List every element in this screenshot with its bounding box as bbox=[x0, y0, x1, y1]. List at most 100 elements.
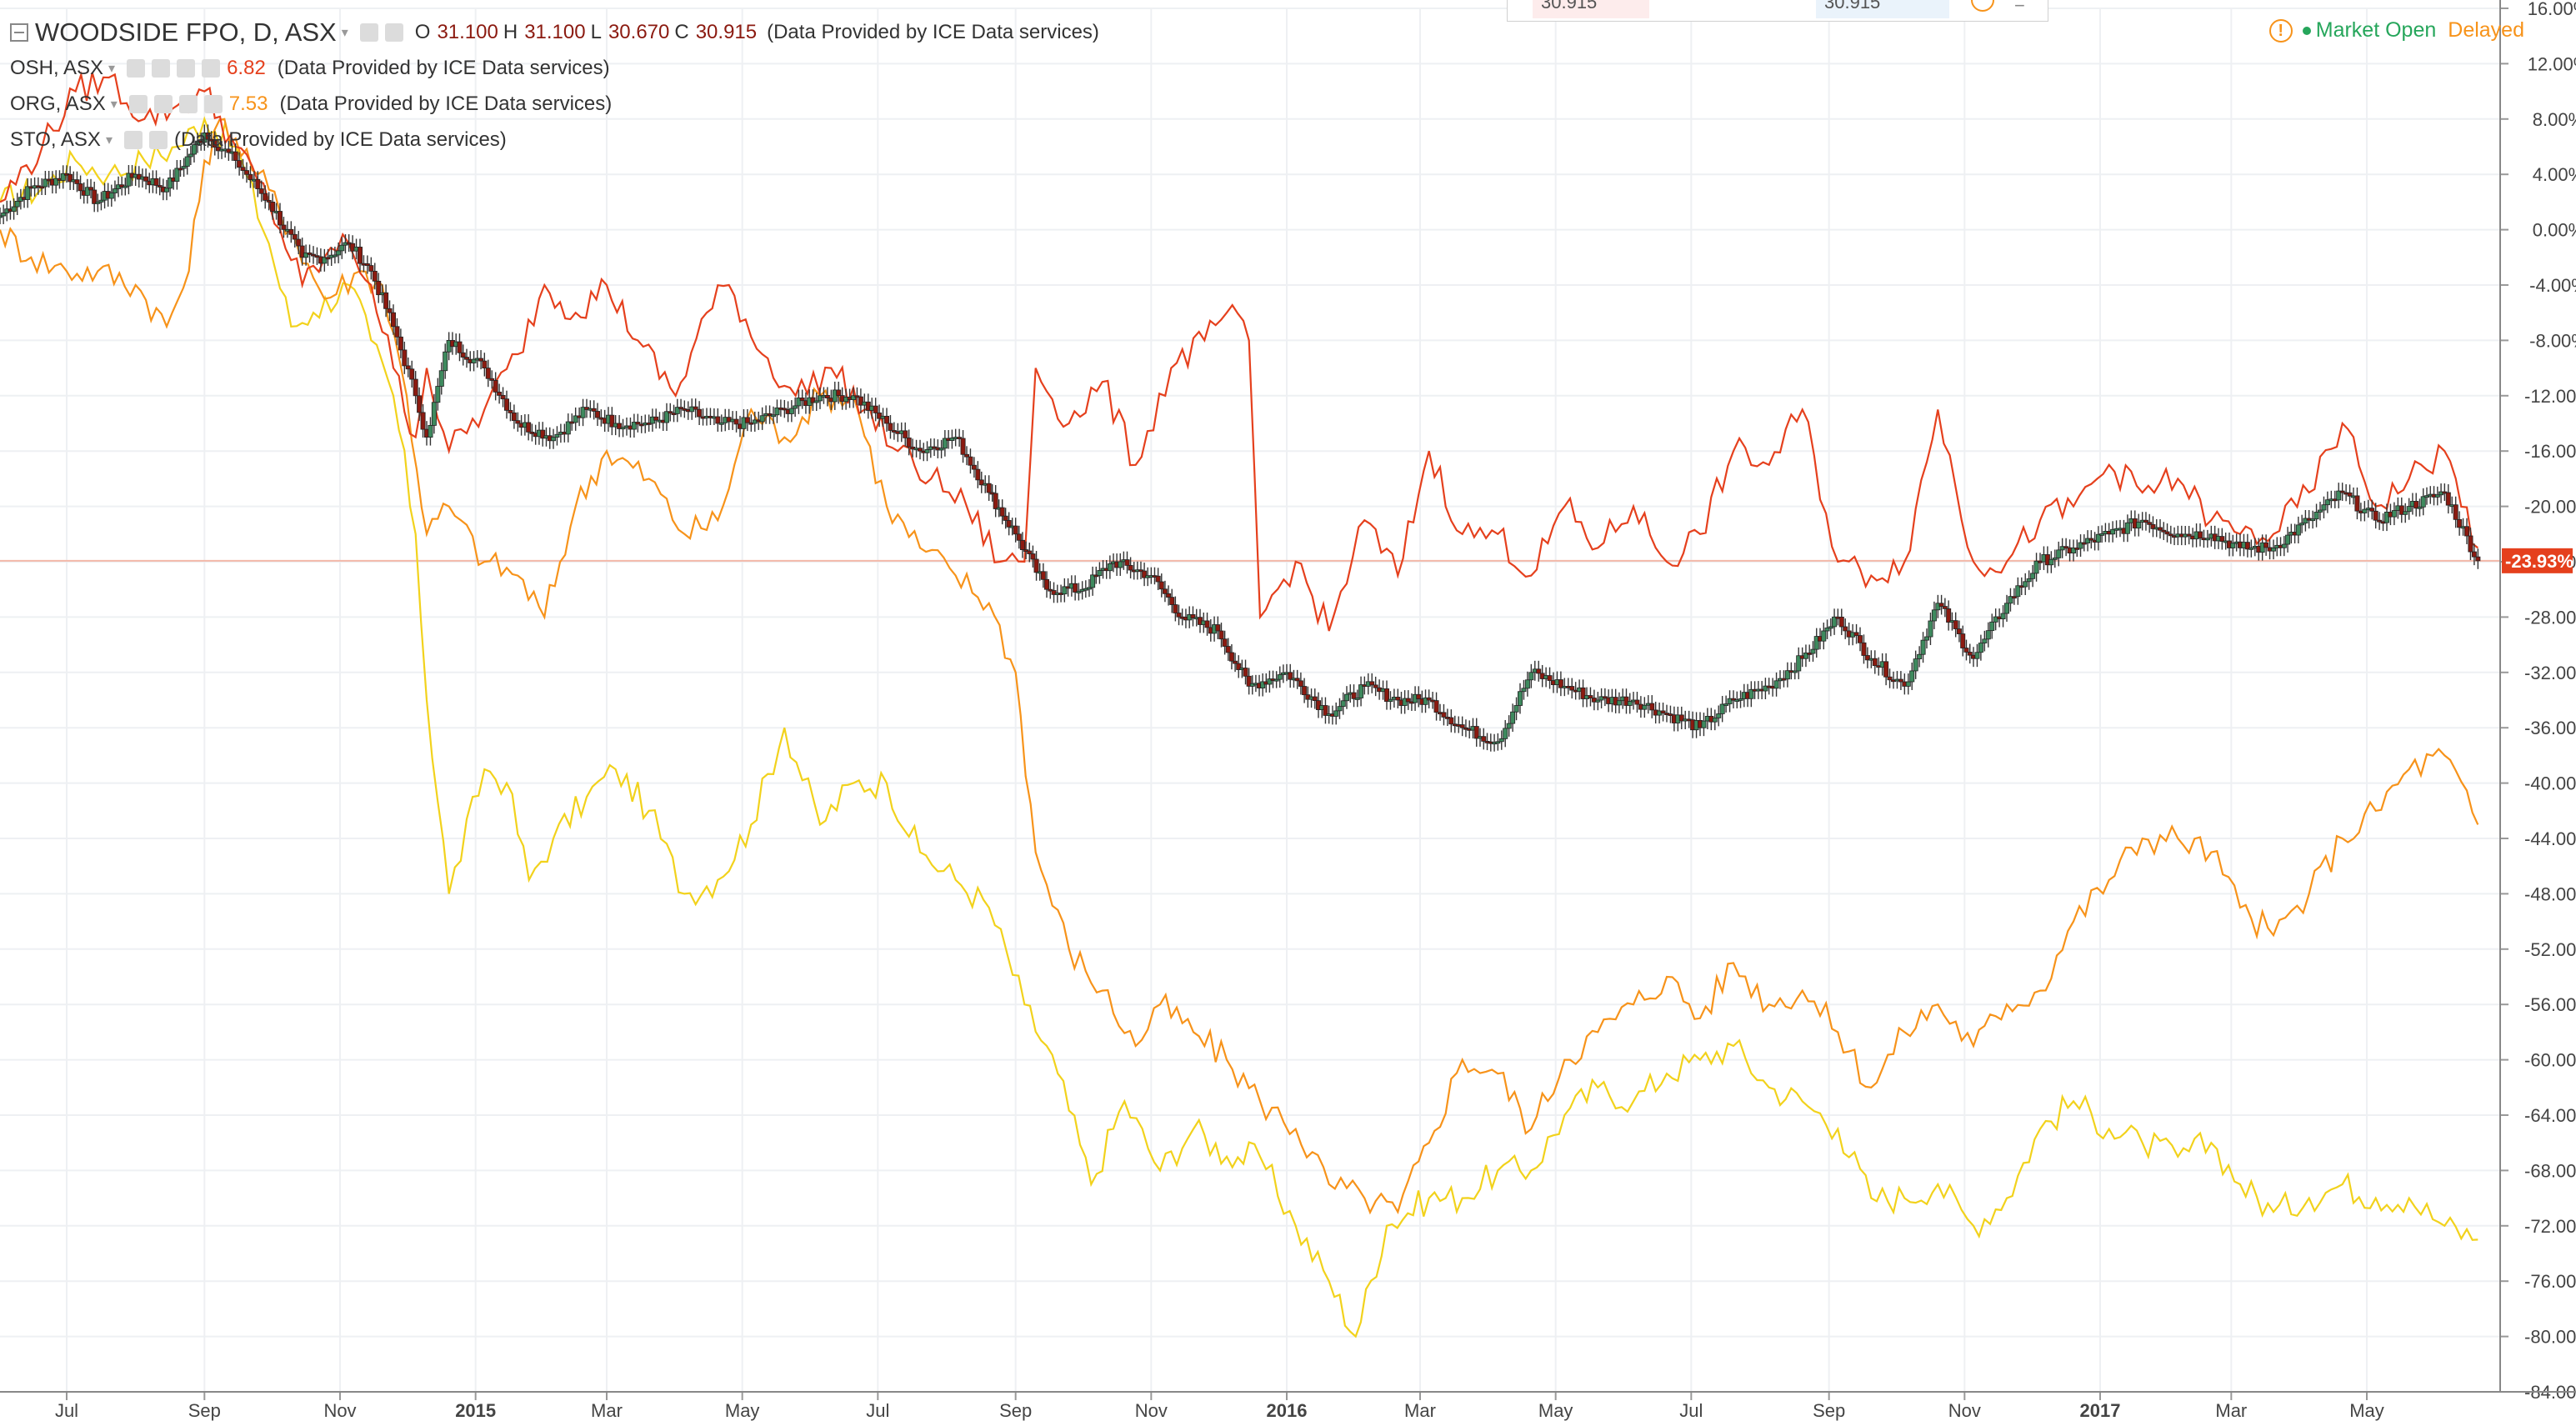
candle-body bbox=[1536, 668, 1542, 674]
candle-body bbox=[2011, 596, 2017, 599]
add-icon[interactable] bbox=[178, 94, 198, 113]
compare-symbol[interactable]: ORG, ASX bbox=[10, 92, 106, 115]
candle-body bbox=[1978, 643, 1983, 653]
candle-body bbox=[1384, 688, 1390, 703]
compare-source: (Data Provided by ICE Data services) bbox=[279, 92, 613, 115]
candle-body bbox=[1824, 627, 1830, 632]
candle-body bbox=[646, 423, 652, 425]
current-value-label: -23.93% bbox=[2505, 551, 2573, 572]
candle-body bbox=[2056, 549, 2062, 558]
candle-body bbox=[1006, 520, 1012, 528]
legend-main-row[interactable]: WOODSIDE FPO, D, ASX ▾ O 31.100 H 31.100… bbox=[10, 15, 1099, 50]
candle-body bbox=[2281, 543, 2287, 548]
eye-icon[interactable] bbox=[359, 23, 378, 42]
legend-compare-row[interactable]: OSH, ASX ▾ 6.82 (Data Provided by ICE Da… bbox=[10, 50, 1099, 86]
candle-body bbox=[1246, 675, 1252, 687]
candle-body bbox=[1243, 668, 1248, 677]
eye-icon[interactable] bbox=[128, 94, 148, 113]
x-tick-label: Sep bbox=[999, 1400, 1032, 1421]
chevron-down-icon[interactable]: ▾ bbox=[108, 61, 116, 76]
candle-body bbox=[741, 417, 747, 429]
candle-body bbox=[112, 188, 118, 193]
candle-body bbox=[266, 199, 272, 203]
collapse-icon[interactable] bbox=[10, 23, 28, 42]
candle-body bbox=[2457, 518, 2463, 528]
open-value: 31.100 bbox=[437, 21, 498, 43]
minimize-icon[interactable]: − bbox=[2014, 0, 2025, 16]
candle-body bbox=[813, 400, 819, 403]
candle-body bbox=[2453, 504, 2458, 520]
candle-body bbox=[580, 407, 586, 418]
candle-body bbox=[1634, 699, 1640, 705]
candle-body bbox=[39, 186, 45, 189]
chevron-down-icon[interactable]: ▾ bbox=[341, 26, 348, 40]
chevron-down-icon[interactable]: ▾ bbox=[105, 133, 113, 148]
candle-body bbox=[1528, 672, 1534, 681]
add-icon[interactable] bbox=[177, 58, 196, 78]
popup-sell-price[interactable]: 30.915 bbox=[1533, 0, 1649, 18]
candle-body bbox=[84, 187, 90, 196]
gear-icon[interactable] bbox=[152, 58, 171, 78]
candle-body bbox=[2008, 596, 2013, 604]
candle-body bbox=[460, 352, 466, 358]
candle-body bbox=[1712, 718, 1718, 723]
candle-body bbox=[2434, 494, 2440, 498]
candle-body bbox=[1967, 652, 1973, 656]
warning-icon[interactable]: ! bbox=[2268, 18, 2293, 43]
gear-icon[interactable] bbox=[153, 94, 173, 113]
candle-body bbox=[471, 358, 477, 363]
eye-icon[interactable] bbox=[127, 58, 146, 78]
candle-body bbox=[1887, 676, 1893, 681]
candle-body bbox=[1956, 628, 1962, 634]
legend-compare-row[interactable]: ORG, ASX ▾ 7.53 (Data Provided by ICE Da… bbox=[10, 86, 1099, 122]
candle-body bbox=[226, 148, 232, 153]
y-tick-label: 4.00% bbox=[2533, 164, 2576, 185]
candle-body bbox=[1953, 620, 1958, 629]
candle-body bbox=[497, 392, 503, 396]
candle-body bbox=[1616, 700, 1622, 706]
eye-icon[interactable] bbox=[123, 130, 143, 149]
candle-body bbox=[609, 414, 615, 428]
candle-body bbox=[1030, 553, 1036, 560]
candle-body bbox=[1169, 597, 1175, 605]
candle-body bbox=[1344, 693, 1350, 702]
candle-body bbox=[2000, 613, 2006, 620]
candle-body bbox=[1316, 700, 1322, 710]
candle-body bbox=[620, 427, 626, 430]
candle-body bbox=[336, 250, 342, 256]
gear-icon[interactable] bbox=[384, 23, 403, 42]
price-popup[interactable]: 30.915 30.915 − bbox=[1507, 0, 2048, 22]
close-icon[interactable] bbox=[202, 58, 221, 78]
candle-body bbox=[1222, 638, 1228, 647]
candle-body bbox=[1649, 703, 1655, 711]
candle-body bbox=[2383, 511, 2389, 523]
candle-body bbox=[1524, 679, 1530, 689]
candle-body bbox=[1701, 720, 1707, 728]
candle-body bbox=[339, 244, 345, 252]
chevron-down-icon[interactable]: ▾ bbox=[110, 97, 118, 112]
main-symbol[interactable]: WOODSIDE FPO, D, ASX bbox=[35, 18, 337, 47]
candle-body bbox=[697, 408, 703, 418]
candle-body bbox=[1495, 741, 1501, 744]
compare-symbol[interactable]: OSH, ASX bbox=[10, 56, 104, 79]
candle-body bbox=[664, 411, 670, 423]
candle-body bbox=[1738, 698, 1743, 701]
candle-body bbox=[485, 368, 491, 379]
info-icon[interactable] bbox=[1971, 0, 1994, 12]
candle-body bbox=[296, 238, 302, 247]
candle-body bbox=[1989, 621, 1995, 632]
candle-body bbox=[884, 415, 890, 424]
candle-body bbox=[163, 188, 169, 193]
candle-body bbox=[949, 438, 955, 441]
candle-body bbox=[1569, 686, 1575, 691]
compare-symbol[interactable]: STO, ASX bbox=[10, 128, 101, 151]
legend-compare-row[interactable]: STO, ASX ▾ (Data Provided by ICE Data se… bbox=[10, 122, 1099, 158]
popup-buy-price[interactable]: 30.915 bbox=[1816, 0, 1949, 18]
gear-icon[interactable] bbox=[148, 130, 168, 149]
candle-body bbox=[1277, 674, 1283, 680]
y-tick-label: 0.00% bbox=[2533, 220, 2576, 241]
x-tick-label: Jul bbox=[866, 1400, 889, 1421]
close-icon[interactable] bbox=[203, 94, 223, 113]
candle-body bbox=[1155, 575, 1161, 583]
